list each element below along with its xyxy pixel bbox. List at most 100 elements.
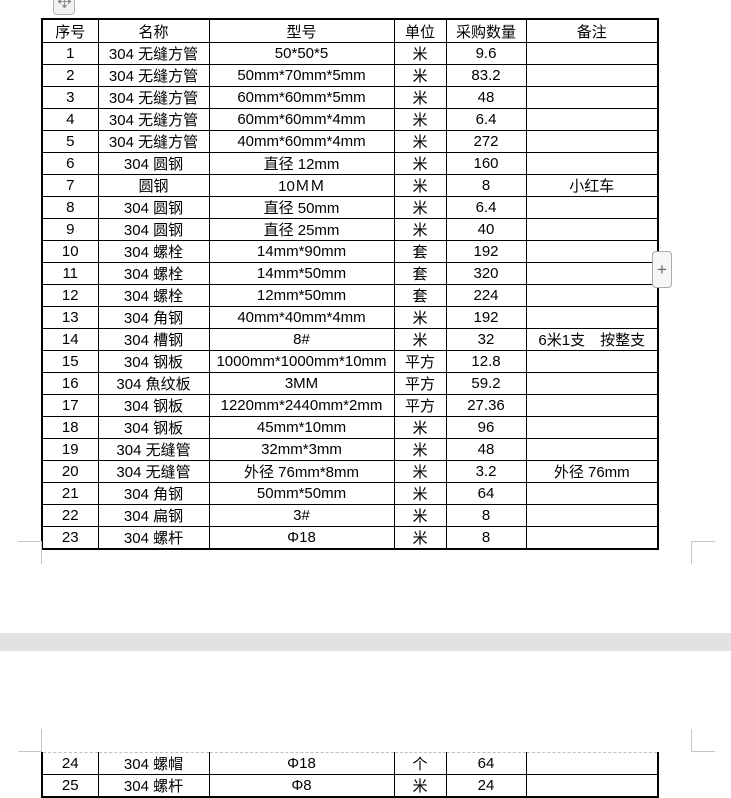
table-cell[interactable]: 套 bbox=[393, 262, 447, 285]
table-cell[interactable] bbox=[525, 752, 659, 775]
table-cell[interactable]: 59.2 bbox=[445, 372, 527, 395]
table-cell[interactable]: 27.36 bbox=[445, 394, 527, 417]
table-cell[interactable] bbox=[525, 482, 659, 505]
table-cell[interactable]: 50mm*50mm bbox=[208, 482, 395, 505]
insert-row-button[interactable]: + bbox=[652, 251, 672, 288]
table-cell[interactable]: 32 bbox=[445, 328, 527, 351]
table-cell[interactable] bbox=[525, 42, 659, 65]
table-cell[interactable] bbox=[525, 130, 659, 153]
table-cell[interactable]: 304 螺栓 bbox=[97, 262, 210, 285]
table-cell[interactable] bbox=[525, 774, 659, 798]
table-cell[interactable]: 12 bbox=[41, 284, 99, 307]
table-cell[interactable]: 11 bbox=[41, 262, 99, 285]
table-cell[interactable]: 直径 12mm bbox=[208, 152, 395, 175]
table-cell[interactable]: 米 bbox=[393, 174, 447, 197]
table-cell[interactable]: 304 无缝管 bbox=[97, 460, 210, 483]
table-cell[interactable]: 96 bbox=[445, 416, 527, 439]
table-cell[interactable]: 米 bbox=[393, 42, 447, 65]
table-cell[interactable]: 9.6 bbox=[445, 42, 527, 65]
table-cell[interactable]: 304 螺杆 bbox=[97, 774, 210, 798]
table-cell[interactable]: 21 bbox=[41, 482, 99, 505]
table-cell[interactable]: 304 圆钢 bbox=[97, 196, 210, 219]
table-cell[interactable]: 45mm*10mm bbox=[208, 416, 395, 439]
table-cell[interactable]: 外径 76mm bbox=[525, 460, 659, 483]
table-cell[interactable]: 83.2 bbox=[445, 64, 527, 87]
table-cell[interactable]: 40mm*40mm*4mm bbox=[208, 306, 395, 329]
table-cell[interactable]: 304 无缝方管 bbox=[97, 108, 210, 131]
table-cell[interactable]: 6米1支 按整支 bbox=[525, 328, 659, 351]
table-cell[interactable]: 304 钢板 bbox=[97, 416, 210, 439]
table-cell[interactable]: 304 魚纹板 bbox=[97, 372, 210, 395]
table-cell[interactable] bbox=[525, 504, 659, 527]
table-cell[interactable]: 8 bbox=[445, 504, 527, 527]
column-header[interactable]: 备注 bbox=[525, 18, 659, 43]
column-header[interactable]: 采购数量 bbox=[445, 18, 527, 43]
table-cell[interactable]: 米 bbox=[393, 438, 447, 461]
table-cell[interactable]: 8 bbox=[445, 174, 527, 197]
table-cell[interactable]: 10 bbox=[41, 240, 99, 263]
table-cell[interactable]: 19 bbox=[41, 438, 99, 461]
table-cell[interactable] bbox=[525, 64, 659, 87]
table-cell[interactable]: 304 螺帽 bbox=[97, 752, 210, 775]
table-cell[interactable]: 60mm*60mm*4mm bbox=[208, 108, 395, 131]
table-cell[interactable]: 23 bbox=[41, 526, 99, 550]
table-cell[interactable]: 32mm*3mm bbox=[208, 438, 395, 461]
table-cell[interactable]: 米 bbox=[393, 482, 447, 505]
table-cell[interactable]: 304 螺栓 bbox=[97, 284, 210, 307]
table-cell[interactable]: 米 bbox=[393, 86, 447, 109]
table-cell[interactable]: 50mm*70mm*5mm bbox=[208, 64, 395, 87]
table-cell[interactable] bbox=[525, 372, 659, 395]
table-cell[interactable] bbox=[525, 416, 659, 439]
table-cell[interactable]: 64 bbox=[445, 482, 527, 505]
table-cell[interactable]: 米 bbox=[393, 196, 447, 219]
table-cell[interactable]: 米 bbox=[393, 152, 447, 175]
table-cell[interactable] bbox=[525, 108, 659, 131]
table-cell[interactable]: 192 bbox=[445, 240, 527, 263]
table-cell[interactable]: 3.2 bbox=[445, 460, 527, 483]
table-cell[interactable] bbox=[525, 152, 659, 175]
table-cell[interactable]: 平方 bbox=[393, 372, 447, 395]
table-cell[interactable]: 圆钢 bbox=[97, 174, 210, 197]
table-cell[interactable]: 224 bbox=[445, 284, 527, 307]
table-cell[interactable]: 10ＭＭ bbox=[208, 174, 395, 197]
table-cell[interactable]: 40 bbox=[445, 218, 527, 241]
table-cell[interactable]: 12mm*50mm bbox=[208, 284, 395, 307]
table-cell[interactable]: 6 bbox=[41, 152, 99, 175]
table-cell[interactable]: 20 bbox=[41, 460, 99, 483]
table-cell[interactable]: 米 bbox=[393, 526, 447, 550]
table-cell[interactable]: 50*50*5 bbox=[208, 42, 395, 65]
table-cell[interactable]: 12.8 bbox=[445, 350, 527, 373]
table-cell[interactable]: 米 bbox=[393, 328, 447, 351]
table-cell[interactable]: 14mm*90mm bbox=[208, 240, 395, 263]
table-cell[interactable]: 1220mm*2440mm*2mm bbox=[208, 394, 395, 417]
table-cell[interactable]: 米 bbox=[393, 504, 447, 527]
table-cell[interactable] bbox=[525, 284, 659, 307]
table-cell[interactable] bbox=[525, 262, 659, 285]
table-cell[interactable]: 304 钢板 bbox=[97, 350, 210, 373]
table-cell[interactable] bbox=[525, 438, 659, 461]
table-cell[interactable]: 米 bbox=[393, 108, 447, 131]
table-cell[interactable]: 外径 76mm*8mm bbox=[208, 460, 395, 483]
table-cell[interactable]: 小红车 bbox=[525, 174, 659, 197]
table-cell[interactable]: 平方 bbox=[393, 394, 447, 417]
table-cell[interactable]: 48 bbox=[445, 438, 527, 461]
table-cell[interactable]: 192 bbox=[445, 306, 527, 329]
table-cell[interactable]: Φ18 bbox=[208, 752, 395, 775]
table-cell[interactable]: Φ18 bbox=[208, 526, 395, 550]
table-cell[interactable]: 6.4 bbox=[445, 196, 527, 219]
table-cell[interactable]: 7 bbox=[41, 174, 99, 197]
table-cell[interactable]: 14 bbox=[41, 328, 99, 351]
table-cell[interactable]: 60mm*60mm*5mm bbox=[208, 86, 395, 109]
table-cell[interactable]: 14mm*50mm bbox=[208, 262, 395, 285]
table-cell[interactable]: 4 bbox=[41, 108, 99, 131]
table-cell[interactable]: 米 bbox=[393, 460, 447, 483]
column-header[interactable]: 单位 bbox=[393, 18, 447, 43]
table-cell[interactable]: 304 扁钢 bbox=[97, 504, 210, 527]
table-cell[interactable] bbox=[525, 86, 659, 109]
table-cell[interactable]: 320 bbox=[445, 262, 527, 285]
table-move-handle[interactable] bbox=[53, 0, 75, 15]
table-cell[interactable]: 18 bbox=[41, 416, 99, 439]
table-cell[interactable] bbox=[525, 306, 659, 329]
table-cell[interactable] bbox=[525, 240, 659, 263]
table-cell[interactable]: 米 bbox=[393, 416, 447, 439]
